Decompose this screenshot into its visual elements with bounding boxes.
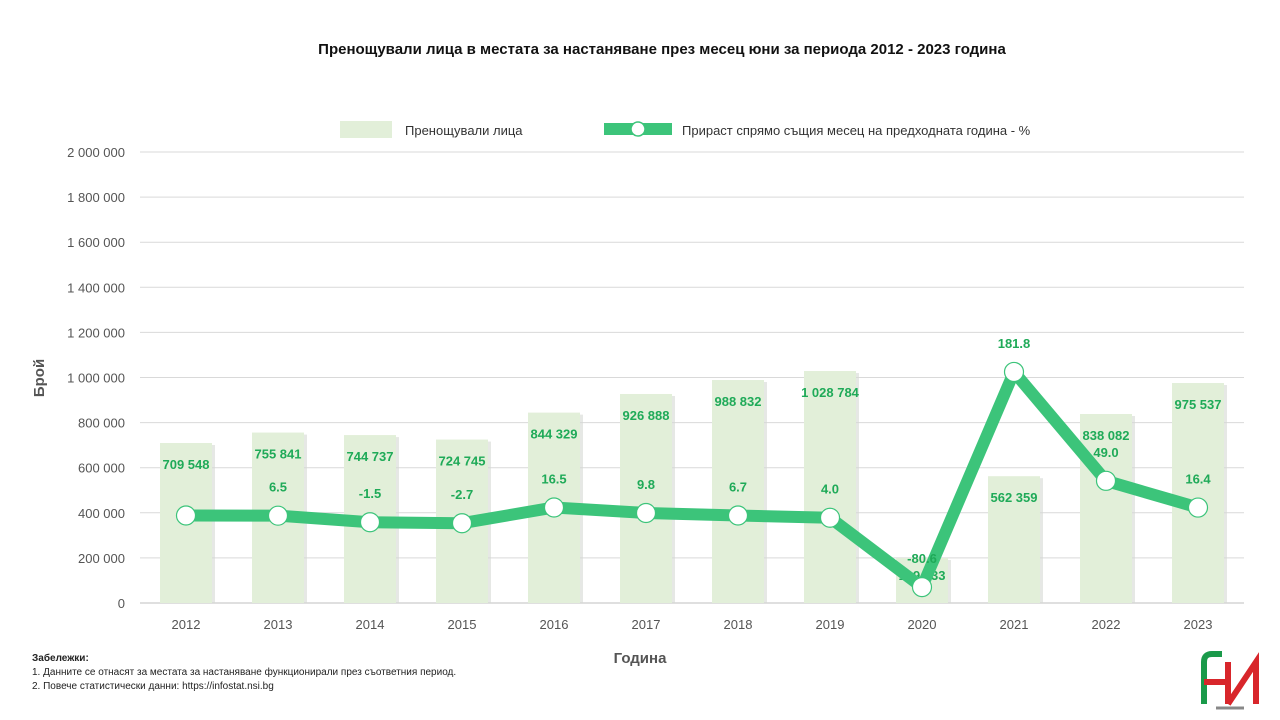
growth-point (175, 505, 197, 526)
y-tick-label: 800 000 (78, 416, 125, 431)
x-tick-label: 2014 (356, 617, 385, 632)
growth-point (727, 505, 749, 526)
bar-value-label: 975 537 (1175, 397, 1222, 412)
x-axis-label: Година (614, 650, 668, 667)
bar (804, 371, 856, 603)
legend-line-label: Прираст спрямо същия месец на предходнат… (682, 123, 1031, 138)
y-tick-label: 400 000 (78, 506, 125, 521)
nsi-logo (1201, 651, 1259, 710)
y-tick-label: 1 600 000 (67, 235, 125, 250)
x-tick-label: 2020 (908, 617, 937, 632)
bar (1080, 414, 1132, 603)
x-tick-label: 2022 (1092, 617, 1121, 632)
bar-value-label: 1 028 784 (801, 385, 860, 400)
x-tick-label: 2015 (448, 617, 477, 632)
logo-green-stroke (1201, 651, 1222, 704)
y-tick-label: 600 000 (78, 461, 125, 476)
bar-value-label: 844 329 (531, 427, 578, 442)
x-tick-label: 2012 (172, 617, 201, 632)
growth-value-label: 49.0 (1093, 445, 1118, 460)
bar-value-label: 709 548 (163, 457, 210, 472)
bar (620, 393, 672, 603)
growth-value-label: 6.7 (729, 480, 747, 495)
bar (1172, 383, 1224, 603)
growth-value-label: 16.5 (541, 471, 566, 486)
y-axis-ticks: 0 200 000 400 000 600 000 800 000 1 000 000 1 … (67, 145, 125, 611)
growth-line: 6.5 -1.5 -2.7 16.5 9.8 6.7 4.0 -80.6 181.8 49.0 16… (175, 336, 1211, 598)
y-tick-label: 0 (118, 596, 125, 611)
bar-value-label: 926 888 (623, 408, 670, 423)
growth-value-label: 6.5 (269, 480, 287, 495)
grid (140, 151, 1244, 604)
y-tick-label: 1 800 000 (67, 190, 125, 205)
x-tick-label: 2013 (264, 617, 293, 632)
y-tick-label: 200 000 (78, 551, 125, 566)
y-tick-label: 1 000 000 (67, 371, 125, 386)
growth-point (451, 513, 473, 534)
growth-value-label: -1.5 (359, 486, 381, 501)
x-axis-ticks: 2012 2013 2014 2015 2016 2017 2018 2019 2020 2021… (172, 617, 1213, 632)
growth-value-label: 4.0 (821, 482, 839, 497)
growth-value-label: 9.8 (637, 477, 655, 492)
growth-line-path (180, 365, 1204, 594)
notes: Забележки: 1. Данните се отнасят за мест… (32, 652, 456, 694)
bar-value-label: 988 832 (715, 394, 762, 409)
y-tick-label: 1 200 000 (67, 325, 125, 340)
bar-value-label: 724 745 (439, 454, 486, 469)
x-tick-label: 2017 (632, 617, 661, 632)
x-tick-label: 2021 (1000, 617, 1029, 632)
legend-line-marker (630, 121, 646, 137)
chart-title: Пренощували лица в местата за настаняван… (318, 41, 1006, 58)
x-tick-label: 2019 (816, 617, 845, 632)
growth-point (267, 505, 289, 526)
growth-point (1003, 361, 1025, 383)
legend: Пренощували лица Прираст спрямо същия ме… (340, 121, 1031, 138)
bar (712, 380, 764, 603)
note-line-1: 1. Данните се отнасят за местата за наст… (32, 667, 457, 678)
logo-red-stroke (1225, 652, 1259, 706)
bar-value-label: 838 082 (1083, 428, 1130, 443)
y-axis-label: Брой (31, 359, 48, 397)
growth-point (359, 512, 381, 533)
growth-point (911, 576, 933, 598)
bars: 709 548 755 841 744 737 724 745 844 329 926 8… (160, 371, 1227, 603)
notes-heading: Забележки: (32, 653, 89, 664)
legend-bar-label: Пренощували лица (405, 123, 523, 138)
x-tick-label: 2016 (540, 617, 569, 632)
y-tick-label: 1 400 000 (67, 280, 125, 295)
growth-value-label: -2.7 (451, 487, 473, 502)
growth-point (635, 502, 657, 524)
x-tick-label: 2023 (1184, 617, 1213, 632)
bar-value-label: 755 841 (255, 447, 302, 462)
bar-value-label: 562 359 (991, 490, 1038, 505)
growth-point (543, 497, 565, 518)
legend-bar-swatch (340, 121, 392, 138)
growth-point (1095, 470, 1117, 491)
growth-value-label: -80.6 (907, 551, 937, 566)
bar-value-label: 744 737 (347, 449, 394, 464)
y-tick-label: 2 000 000 (67, 145, 125, 160)
growth-value-label: 181.8 (998, 336, 1031, 351)
x-tick-label: 2018 (724, 617, 753, 632)
growth-point (819, 507, 841, 528)
growth-value-label: 16.4 (1185, 472, 1211, 487)
growth-point (1187, 497, 1209, 518)
note-line-2: 2. Повече статистически данни: https://i… (32, 681, 274, 692)
bar (988, 476, 1040, 603)
